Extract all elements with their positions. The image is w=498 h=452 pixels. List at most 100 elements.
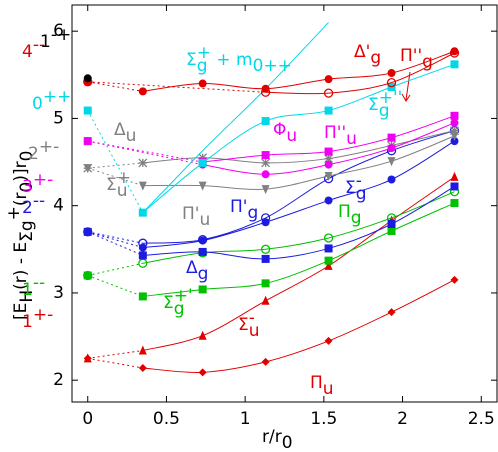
dotted-connector: [87, 275, 144, 297]
annotation: +'': [379, 88, 403, 108]
annotation: u: [286, 126, 297, 146]
annotation: +: [197, 43, 211, 63]
marker: [261, 185, 270, 195]
annotation: --: [33, 191, 45, 211]
annotation: u: [346, 129, 357, 149]
marker: [324, 75, 333, 84]
marker: [260, 213, 271, 223]
marker: [198, 158, 207, 167]
marker: [138, 292, 147, 301]
annotation: Π': [182, 204, 199, 224]
annotation: Π: [310, 373, 323, 393]
annotation: Σ: [238, 315, 249, 335]
annotation: +-: [33, 170, 53, 190]
dotted-connector: [87, 262, 143, 276]
annotation: u: [117, 181, 128, 201]
annotation: Δ: [114, 120, 126, 140]
annotation: ++: [43, 87, 72, 107]
marker: [387, 133, 396, 142]
annotation: Σ: [163, 293, 174, 313]
marker: [450, 182, 459, 191]
marker: [324, 154, 334, 164]
marker: [387, 157, 396, 167]
annotation: u: [199, 210, 210, 230]
marker: [197, 235, 208, 245]
marker: [83, 74, 92, 83]
annotation: 1: [22, 280, 33, 300]
annotation-arrowhead: [401, 93, 411, 102]
annotation: Π: [338, 202, 351, 222]
y-axis-label: 0: [17, 151, 37, 162]
marker: [260, 244, 271, 254]
dotted-connector: [87, 231, 143, 249]
marker: [83, 227, 93, 237]
marker: [198, 236, 207, 245]
marker: [138, 345, 147, 355]
annotation: --: [33, 273, 45, 293]
annotation: -+: [51, 25, 71, 45]
marker: [261, 254, 270, 263]
y-tick-label: 5: [53, 108, 64, 128]
series-line: [142, 63, 455, 214]
y-axis-label: (r: [11, 192, 31, 206]
marker: [83, 270, 93, 281]
marker: [261, 117, 270, 126]
series-line: [142, 130, 455, 244]
annotation: g: [422, 52, 433, 72]
marker: [387, 308, 396, 317]
annotation: Σ: [186, 50, 197, 70]
marker: [324, 244, 333, 253]
series-line: [142, 130, 455, 164]
marker: [387, 69, 396, 78]
marker: [323, 88, 334, 98]
dotted-connector: [87, 110, 144, 213]
marker: [138, 251, 147, 260]
marker: [386, 78, 397, 88]
marker: [450, 111, 459, 120]
marker: [83, 137, 92, 146]
marker: [198, 181, 207, 191]
annotation: -: [249, 308, 255, 328]
marker: [138, 363, 147, 372]
annotation: Π'': [324, 123, 346, 143]
annotation: Φ: [273, 120, 286, 140]
y-axis-label: Σ: [17, 231, 37, 242]
marker: [198, 330, 207, 340]
annotation: + m: [211, 50, 253, 70]
annotation: g: [198, 264, 209, 284]
series-line: [142, 135, 455, 190]
marker: [261, 170, 270, 179]
marker: [324, 336, 333, 345]
marker: [324, 260, 333, 270]
annotation: 1: [22, 312, 33, 332]
annotation: Π': [230, 197, 247, 217]
annotation: Σ: [106, 175, 117, 195]
marker: [387, 226, 396, 235]
dotted-connector: [87, 350, 143, 359]
annotation: u: [249, 321, 260, 341]
marker: [450, 118, 459, 127]
annotation: g: [247, 203, 258, 223]
marker: [261, 357, 270, 366]
x-tick-label: 1: [240, 409, 251, 429]
series-line: [142, 140, 455, 249]
annotation: u: [126, 126, 137, 146]
annotation-arrow: [405, 71, 411, 101]
dotted-connector: [87, 231, 143, 244]
marker: [198, 247, 207, 256]
dotted-connector: [87, 357, 143, 369]
y-tick-label: 3: [53, 283, 64, 303]
annotation: 0++: [253, 56, 292, 76]
annotation: +: [117, 168, 131, 188]
marker: [324, 256, 333, 265]
marker: [324, 196, 333, 205]
annotation: 0: [32, 94, 43, 114]
marker: [450, 199, 459, 208]
marker: [324, 147, 333, 156]
plot-frame: [71, 4, 498, 403]
annotation: Π'': [400, 46, 422, 66]
y-axis-label: g: [17, 220, 37, 231]
annotation: g: [379, 101, 390, 121]
annotation: +-: [39, 137, 59, 157]
y-tick-label: 4: [53, 196, 64, 216]
